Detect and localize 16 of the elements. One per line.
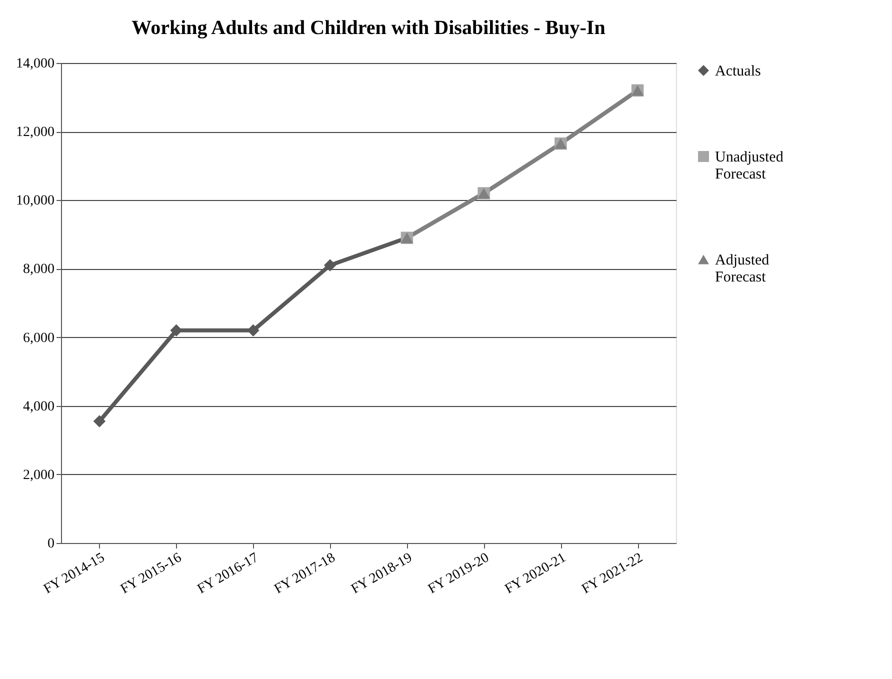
y-tick-label: 14,000 [16, 56, 54, 72]
legend-label: Actuals [715, 64, 761, 80]
point [93, 415, 106, 428]
y-tick-label: 6,000 [23, 330, 54, 346]
y-tick-label: 0 [48, 536, 54, 552]
point [247, 324, 260, 337]
chart-title: Working Adults and Children with Disabilities - Buy-In [132, 17, 606, 39]
y-tick-label: 10,000 [16, 194, 54, 209]
y-tick-label: 2,000 [23, 468, 54, 483]
point [324, 259, 336, 272]
y-tick-label: 12,000 [16, 125, 54, 140]
legend-label: Unadjusted Forecast [715, 150, 784, 182]
point [170, 324, 182, 337]
y-tick-label: 8,000 [23, 262, 54, 278]
legend-label: Adjusted Forecast [715, 252, 770, 286]
y-tick-label: 4,000 [23, 399, 54, 414]
